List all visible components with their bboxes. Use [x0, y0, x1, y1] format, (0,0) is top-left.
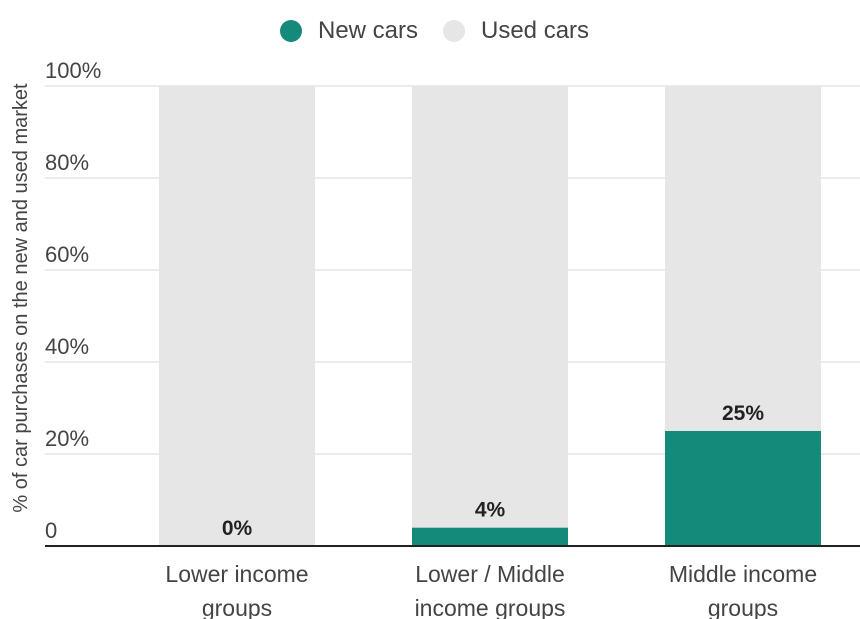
- value-labels: 0% 4% 25%: [222, 402, 765, 540]
- y-tick-label: 60%: [45, 242, 89, 267]
- bar-used-cars: [159, 86, 315, 546]
- legend: New cars Used cars: [280, 17, 589, 44]
- y-axis-label: % of car purchases on the new and used m…: [10, 83, 32, 513]
- x-category-label: groups: [708, 595, 778, 619]
- bar-used-cars: [665, 86, 821, 431]
- x-category-label: Middle income: [669, 561, 817, 587]
- y-axis-ticks: 0 20% 40% 60% 80% 100%: [45, 58, 101, 543]
- y-tick-label: 80%: [45, 150, 89, 175]
- value-label: 0%: [222, 517, 253, 540]
- y-tick-label: 100%: [45, 58, 101, 83]
- legend-label-used-cars: Used cars: [481, 17, 589, 44]
- bars: [159, 86, 821, 546]
- x-category-label: Lower income: [165, 561, 308, 587]
- bar-used-cars: [412, 86, 568, 528]
- y-tick-label: 20%: [45, 426, 89, 451]
- bar-new-cars: [412, 527, 568, 546]
- value-label: 4%: [475, 499, 506, 522]
- x-category-label: groups: [202, 595, 272, 619]
- x-axis-labels: Lower income groups Lower / Middle income g…: [165, 561, 817, 619]
- y-tick-label: 40%: [45, 334, 89, 359]
- y-tick-label: 0: [45, 518, 57, 543]
- bar-new-cars: [665, 431, 821, 546]
- x-category-label: income groups: [415, 595, 566, 619]
- legend-swatch-new-cars: [280, 20, 302, 42]
- x-category-label: Lower / Middle: [415, 561, 565, 587]
- legend-label-new-cars: New cars: [318, 17, 418, 44]
- legend-swatch-used-cars: [443, 20, 465, 42]
- value-label: 25%: [722, 402, 764, 425]
